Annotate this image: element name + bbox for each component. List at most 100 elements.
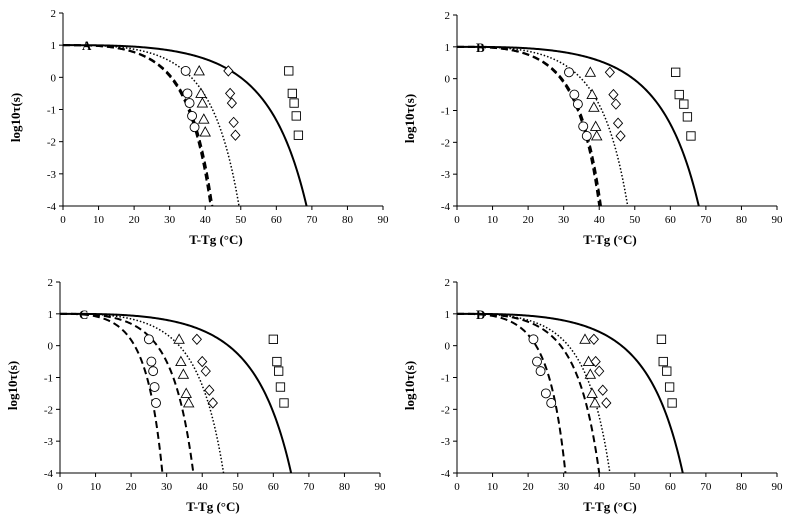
data-point-square: [289, 98, 299, 108]
y-tick-label: -2: [441, 137, 450, 149]
x-tick-label: 60: [665, 481, 677, 493]
y-tick-label: -4: [47, 201, 57, 213]
y-tick-label: -4: [441, 468, 451, 480]
data-point-circle: [189, 122, 200, 133]
data-point-triangle: [579, 333, 591, 344]
data-point-circle: [151, 398, 161, 408]
data-point-circle: [146, 356, 157, 367]
y-tick-label: -4: [44, 468, 54, 480]
data-point-diamond: [610, 98, 622, 110]
chart-panel-d: 210-1-2-3-40 10 20 30 40 50 60 70 80 90T-Tg (°C)l…: [402, 277, 783, 514]
data-point-circle: [578, 121, 589, 132]
y-tick-label: 1: [48, 309, 54, 321]
y-tick-label: 2: [51, 8, 57, 20]
x-tick-label: 40: [594, 214, 606, 226]
y-tick-label: -3: [47, 169, 57, 181]
fit-curve-circle: [457, 312, 567, 474]
data-point-square: [674, 89, 684, 100]
data-point-diamond: [612, 117, 624, 129]
data-point-diamond: [225, 87, 236, 100]
data-point-circle: [149, 382, 160, 392]
y-tick-label: -1: [44, 373, 53, 385]
fit-curve-triangle: [457, 312, 601, 474]
data-point-square: [671, 67, 681, 77]
data-point-triangle: [195, 87, 207, 98]
data-point-triangle: [586, 88, 598, 100]
x-tick-label: 80: [342, 214, 354, 226]
panel-label: C: [79, 307, 88, 322]
data-point-triangle: [173, 333, 185, 344]
y-tick-label: 1: [51, 40, 57, 52]
fit-curve-triangle: [60, 312, 195, 474]
data-point-triangle: [589, 120, 602, 131]
data-point-circle: [528, 334, 539, 345]
y-tick-label: -2: [47, 137, 56, 149]
data-point-triangle: [199, 126, 211, 137]
x-tick-label: 20: [129, 214, 141, 226]
x-tick-label: 0: [57, 481, 63, 493]
data-point-square: [291, 111, 301, 121]
data-point-triangle: [175, 355, 187, 367]
data-point-square: [272, 356, 282, 367]
chart-panel-c: 210-1-2-3-40 10 20 30 40 50 60 70 80 90T-Tg (°C)l…: [5, 277, 386, 514]
data-point-diamond: [608, 88, 619, 101]
data-point-square: [664, 382, 675, 392]
x-tick-label: 80: [736, 214, 748, 226]
data-point-triangle: [182, 397, 195, 408]
x-tick-label: 90: [772, 481, 784, 493]
panel-label: D: [476, 307, 485, 322]
fit-curve-square: [457, 312, 684, 474]
x-axis-label: T-Tg (°C): [186, 499, 239, 514]
x-tick-label: 70: [700, 481, 712, 493]
data-point-diamond: [223, 65, 234, 77]
x-tick-label: 60: [268, 481, 280, 493]
data-point-diamond: [615, 130, 626, 142]
data-point-triangle: [584, 368, 597, 379]
fit-curve-square: [457, 45, 700, 207]
x-tick-label: 20: [523, 481, 535, 493]
x-tick-label: 30: [558, 214, 570, 226]
panel-label: B: [476, 40, 485, 55]
data-point-diamond: [597, 384, 608, 396]
x-tick-label: 80: [736, 481, 748, 493]
fit-curve-diamond: [60, 313, 225, 474]
data-point-square: [275, 382, 286, 392]
x-tick-label: 30: [558, 481, 570, 493]
data-point-diamond: [226, 97, 237, 109]
x-tick-label: 50: [629, 214, 641, 226]
data-point-square: [658, 356, 668, 367]
x-tick-label: 60: [665, 214, 677, 226]
data-point-triangle: [588, 101, 600, 112]
x-tick-label: 90: [772, 214, 784, 226]
y-tick-label: 0: [445, 74, 451, 86]
data-point-diamond: [588, 333, 599, 345]
fit-curve-diamond: [457, 46, 629, 207]
data-point-circle: [535, 366, 546, 377]
y-tick-label: 1: [445, 309, 451, 321]
fit-curve-square: [60, 312, 293, 474]
x-tick-label: 10: [93, 214, 105, 226]
data-point-circle: [180, 65, 191, 76]
y-tick-label: -2: [441, 404, 450, 416]
x-tick-label: 10: [487, 214, 499, 226]
y-tick-label: 0: [51, 72, 57, 84]
data-point-circle: [532, 356, 542, 367]
x-tick-label: 40: [197, 481, 209, 493]
data-point-circle: [564, 67, 574, 78]
y-tick-label: 0: [445, 341, 451, 353]
data-point-diamond: [594, 365, 605, 377]
data-point-square: [268, 334, 278, 344]
y-axis-label: log10τ(s): [5, 361, 20, 410]
x-axis-label: T-Tg (°C): [189, 232, 242, 247]
data-point-square: [287, 88, 297, 99]
data-point-triangle: [584, 66, 597, 77]
data-point-triangle: [198, 113, 210, 124]
data-point-circle: [581, 131, 592, 141]
data-point-diamond: [191, 333, 202, 345]
data-point-square: [686, 131, 696, 141]
fit-curve-circle: [457, 45, 601, 207]
x-tick-label: 80: [339, 481, 351, 493]
y-tick-label: 2: [445, 277, 451, 289]
x-axis-label: T-Tg (°C): [583, 232, 636, 247]
